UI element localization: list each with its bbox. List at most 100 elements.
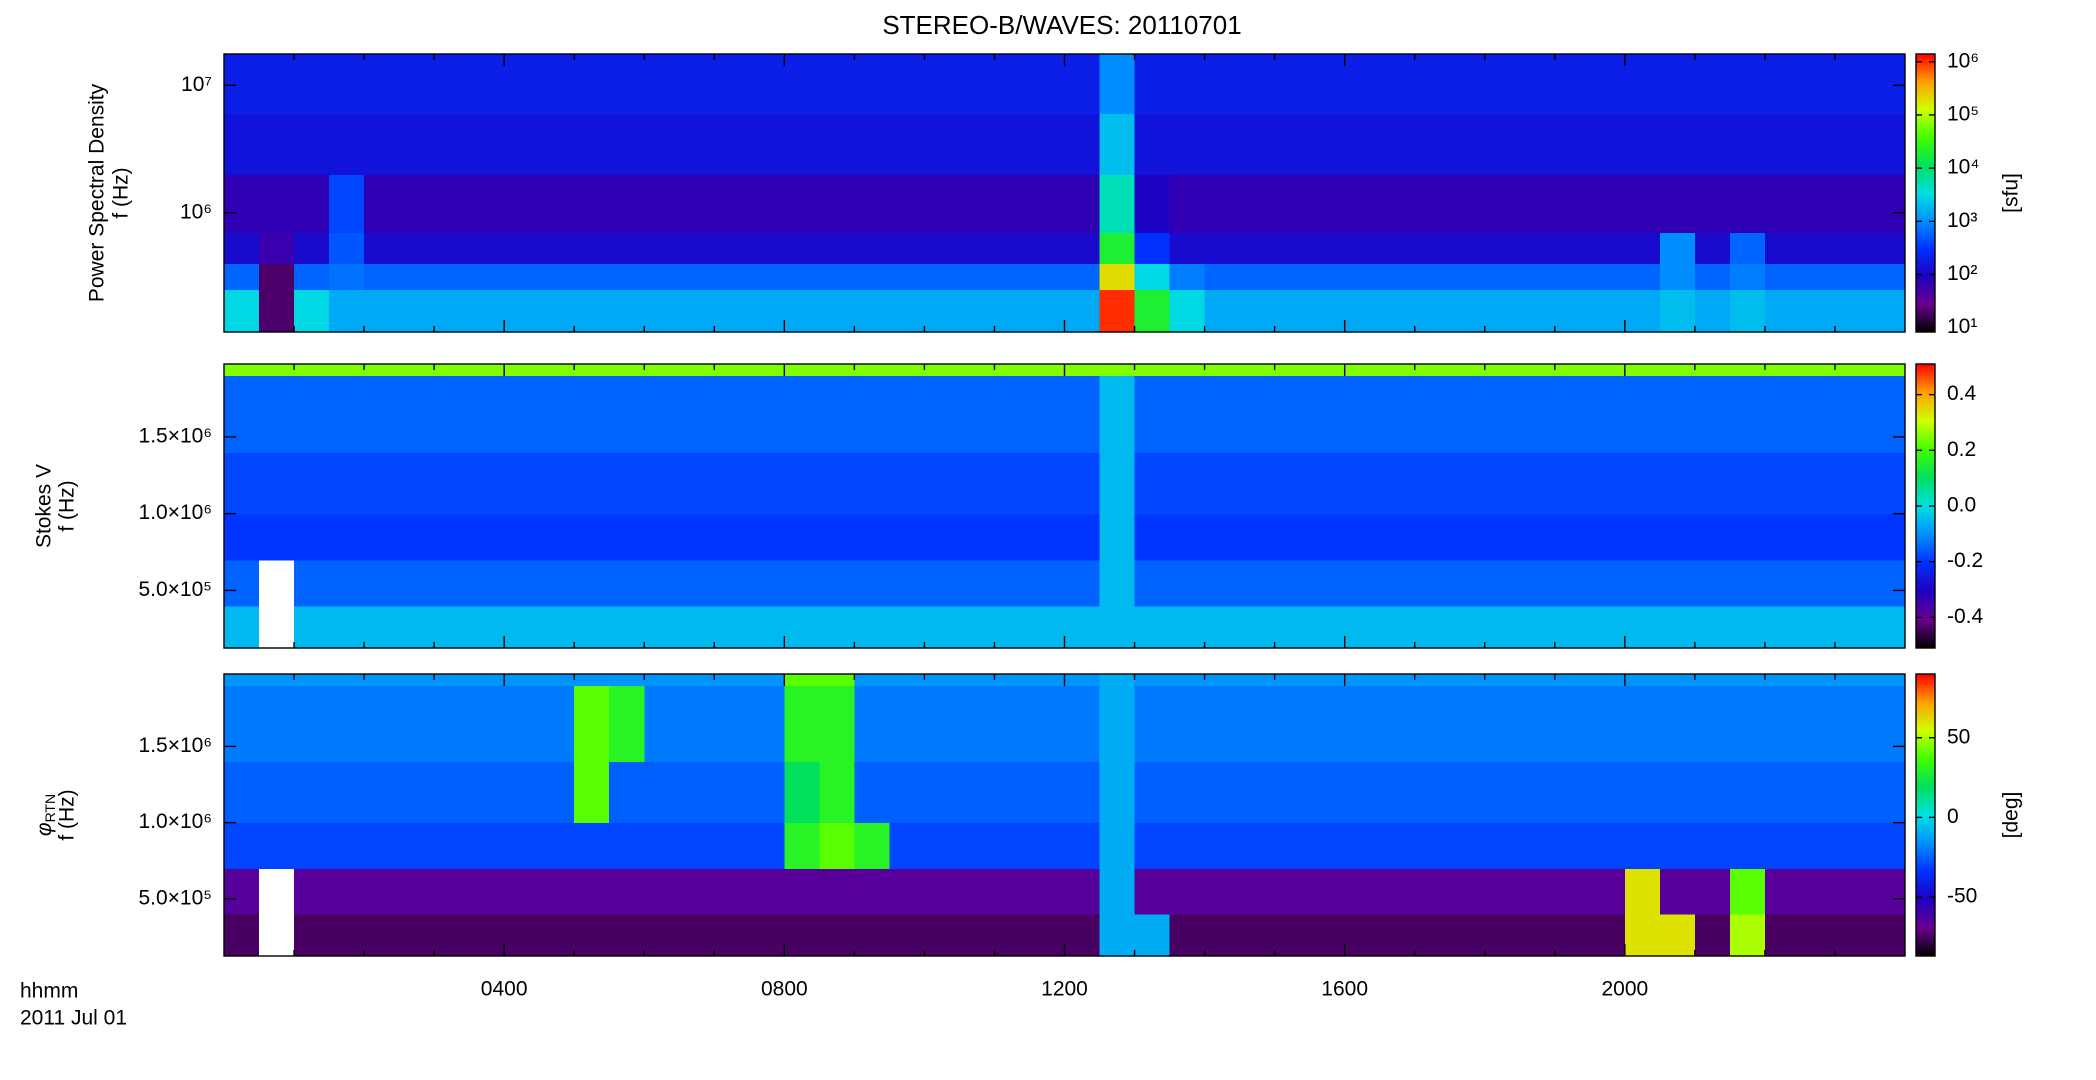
spectrogram-cell: [1764, 868, 1801, 915]
spectrogram-cell: [1624, 685, 1661, 763]
spectrogram-cell: [1694, 868, 1731, 915]
spectrogram-cell: [1484, 685, 1521, 763]
spectrogram-cell: [1624, 263, 1661, 291]
spectrogram-cell: [1379, 513, 1416, 561]
spectrogram-cell: [1834, 605, 1871, 649]
spectrogram-cell: [1799, 375, 1836, 453]
spectrogram-cell: [469, 914, 505, 957]
spectrogram-cell: [749, 54, 785, 115]
spectrogram-cell: [714, 113, 750, 175]
spectrogram-cell: [959, 174, 996, 234]
spectrogram-cell: [294, 513, 330, 561]
spectrogram-cell: [1589, 605, 1626, 649]
spectrogram-cell: [399, 868, 435, 915]
spectrogram-cell: [1344, 289, 1381, 333]
spectrogram-cell: [1309, 174, 1346, 234]
spectrogram-cell: [1694, 364, 1731, 377]
spectrogram-cell: [1414, 559, 1451, 607]
spectrogram-cell: [1659, 174, 1696, 234]
y-tick-label: 5.0×10⁵: [138, 578, 212, 601]
spectrogram-cell: [1519, 263, 1556, 291]
y-axis-unit: f (Hz): [56, 789, 79, 840]
spectrogram-cell: [1764, 914, 1801, 957]
spectrogram-cell: [749, 685, 785, 763]
spectrogram-cell: [1869, 822, 1906, 869]
spectrogram-cell: [644, 364, 680, 377]
spectrogram-cell: [749, 605, 785, 649]
spectrogram-cell: [1834, 513, 1871, 561]
spectrogram-cell: [469, 289, 505, 333]
spectrogram-cell: [259, 364, 295, 377]
spectrogram-cell: [1274, 289, 1311, 333]
spectrogram-cell: [504, 232, 540, 265]
spectrogram-cell: [364, 761, 400, 824]
spectrogram-cell: [1449, 605, 1486, 649]
spectrogram-cell: [1344, 375, 1381, 453]
spectrogram-cell: [1869, 113, 1906, 175]
spectrogram-cell: [294, 452, 330, 515]
spectrogram-cell: [959, 375, 996, 453]
spectrogram-cell: [644, 375, 680, 453]
spectrogram-cell: [434, 605, 470, 649]
spectrogram-cell: [224, 364, 260, 377]
spectrogram-cell: [1659, 232, 1696, 265]
spectrogram-cell: [1064, 685, 1101, 763]
spectrogram-cell: [504, 914, 540, 957]
spectrogram-cell: [1764, 685, 1801, 763]
spectrogram-cell: [784, 364, 820, 377]
spectrogram-cell: [1554, 605, 1591, 649]
spectrogram-cell: [1169, 54, 1206, 115]
spectrogram-cell: [1309, 685, 1346, 763]
spectrogram-cell: [1239, 605, 1276, 649]
spectrogram-cell: [1764, 559, 1801, 607]
spectrogram-cell: [1589, 289, 1626, 333]
spectrogram-cell: [1099, 513, 1136, 561]
spectrogram-cell: [889, 263, 926, 291]
spectrogram-cell: [329, 263, 365, 291]
spectrogram-cell: [364, 685, 400, 763]
spectrogram-cell: [1204, 289, 1241, 333]
spectrogram-cell: [644, 513, 680, 561]
spectrogram-cell: [469, 452, 505, 515]
spectrogram-cell: [1099, 174, 1136, 234]
spectrogram-cell: [1869, 289, 1906, 333]
spectrogram-cell: [399, 174, 435, 234]
spectrogram-cell: [434, 822, 470, 869]
spectrogram-cell: [644, 174, 680, 234]
spectrogram-cell: [1519, 289, 1556, 333]
spectrogram-cell: [329, 232, 365, 265]
spectrogram-cell: [1729, 559, 1766, 607]
spectrogram-cell: [1099, 113, 1136, 175]
spectrogram-cell: [1484, 513, 1521, 561]
spectrogram-cell: [994, 174, 1031, 234]
spectrogram-cell: [679, 868, 715, 915]
spectrogram-cell: [1379, 559, 1416, 607]
spectrogram-cell: [959, 263, 996, 291]
spectrogram-cell: [1379, 375, 1416, 453]
spectrogram-cell: [679, 54, 715, 115]
spectrogram-cell: [1834, 674, 1871, 687]
spectrogram-cell: [1799, 263, 1836, 291]
spectrogram-cell: [1414, 174, 1451, 234]
spectrogram-cell: [1309, 914, 1346, 957]
spectrogram-cell: [364, 263, 400, 291]
spectrogram-cell: [1764, 289, 1801, 333]
spectrogram-cell: [539, 822, 575, 869]
spectrogram-cell: [1099, 605, 1136, 649]
spectrogram-cell: [1764, 674, 1801, 687]
spectrogram-cell: [224, 685, 260, 763]
spectrogram-cell: [224, 263, 260, 291]
spectrogram-cell: [784, 914, 820, 957]
spectrogram-cell: [1729, 289, 1766, 333]
spectrogram-cell: [364, 452, 400, 515]
spectrogram-cell: [1099, 685, 1136, 763]
spectrogram-cell: [294, 822, 330, 869]
spectrogram-cell: [784, 54, 820, 115]
spectrogram-cell: [1554, 54, 1591, 115]
spectrogram-cell: [1624, 113, 1661, 175]
spectrogram-cell: [1519, 375, 1556, 453]
spectrogram-cell: [539, 375, 575, 453]
spectrogram-cell: [1309, 54, 1346, 115]
spectrogram-cell: [1624, 289, 1661, 333]
